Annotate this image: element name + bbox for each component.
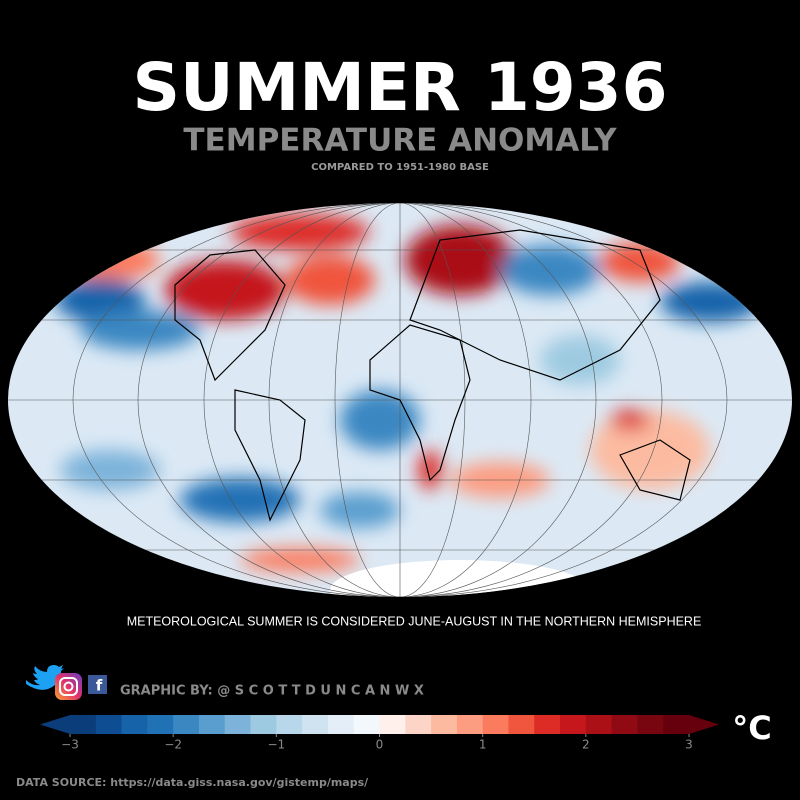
colorbar-swatch — [431, 715, 458, 734]
colorbar-swatch — [611, 715, 638, 734]
colorbar-swatch — [482, 715, 509, 734]
colorbar-swatch — [302, 715, 329, 734]
data-source: DATA SOURCE: https://data.giss.nasa.gov/… — [16, 776, 369, 789]
subtitle: TEMPERATURE ANOMALY — [183, 123, 617, 159]
map — [8, 203, 792, 597]
colorbar-tick-label: 2 — [582, 738, 590, 752]
social-icons: f — [26, 665, 107, 700]
note: METEOROLOGICAL SUMMER IS CONSIDERED JUNE… — [127, 614, 702, 628]
instagram-lens — [63, 681, 74, 692]
colorbar-extend-high — [689, 715, 719, 734]
instagram-frame — [59, 677, 78, 696]
colorbar-unit: °C — [732, 709, 771, 747]
twitter-icon — [26, 665, 64, 690]
colorbar-extend-low — [40, 715, 70, 734]
colorbar-swatch — [173, 715, 200, 734]
colorbar-swatch — [405, 715, 432, 734]
colorbar-tick-label: 1 — [479, 738, 487, 752]
colorbar-swatch — [508, 715, 535, 734]
colorbar-swatch — [70, 715, 97, 734]
colorbar-swatch — [379, 715, 406, 734]
colorbar-swatch — [585, 715, 613, 734]
colorbar-swatch — [327, 715, 355, 734]
colorbar-swatch — [663, 715, 690, 734]
colorbar-tick-label: −1 — [267, 738, 285, 752]
colorbar-swatch — [250, 715, 277, 734]
title: SUMMER 1936 — [132, 49, 667, 126]
colorbar-tick-label: −3 — [61, 738, 79, 752]
colorbar-swatch — [534, 715, 561, 734]
colorbar-swatch — [456, 715, 484, 734]
colorbar-swatch — [147, 715, 174, 734]
colorbar-swatch — [224, 715, 252, 734]
colorbar-swatch — [198, 715, 226, 734]
colorbar-swatch — [637, 715, 664, 734]
colorbar-tick-label: 3 — [685, 738, 693, 752]
colorbar-swatch — [276, 715, 303, 734]
colorbar: −3 −2 −1 0 1 2 3 — [40, 715, 719, 752]
credit: GRAPHIC BY: @ S C O T T D U N C A N W X — [120, 684, 424, 699]
colorbar-tick-label: 0 — [376, 738, 384, 752]
colorbar-swatch — [560, 715, 587, 734]
colorbar-tick-label: −2 — [164, 738, 182, 752]
colorbar-swatch — [121, 715, 148, 734]
baseline-note: COMPARED TO 1951-1980 BASE — [311, 162, 489, 173]
colorbar-swatch — [95, 715, 123, 734]
facebook-glyph: f — [96, 677, 103, 695]
colorbar-swatch — [353, 715, 380, 734]
facebook-icon — [88, 675, 107, 694]
